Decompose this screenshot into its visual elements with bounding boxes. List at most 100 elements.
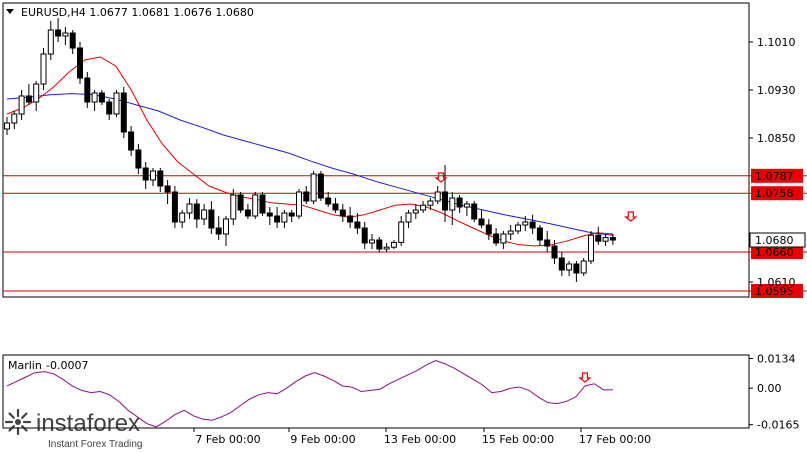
candle-bear [164,185,171,193]
candle-bear [573,263,580,274]
candle-bear [493,233,500,244]
candle-bull [296,191,302,217]
candle-bull [4,122,10,130]
candle-bull [427,200,434,206]
candle-bear [536,227,543,241]
candle-bull [150,170,156,181]
candle-bull [463,203,470,208]
marlin-line [6,359,613,428]
indicator-tick-label: -0.0165 [757,419,799,432]
ma-blue-line [6,93,613,236]
candle-bear [157,170,164,187]
candle-bull [223,218,229,235]
level-label: 1.0758 [755,187,794,200]
candle-bear [595,234,602,242]
candle-bear [478,218,485,226]
instaforex-icon [4,408,32,436]
candle-bear [142,167,149,181]
candle-bear [55,29,62,37]
candle-bear [69,32,76,49]
y-tick-label: 1.1010 [757,36,796,49]
candle-bear [77,47,83,79]
candle-bull [230,194,237,220]
candle-bull [186,203,193,214]
candle-bear [317,173,324,199]
candle-bear [25,95,32,103]
candle-bear [325,197,332,205]
candle-bear [244,209,251,217]
candle-bull [412,209,419,214]
candle-bear [544,239,551,247]
candle-bear [288,212,295,217]
watermark-tagline: Instant Forex Trading [48,439,143,450]
indicator-tick-label: 0.00 [757,382,782,395]
candle-bull [522,221,529,226]
candle-bull [566,263,573,271]
ma-red-line [6,56,613,247]
candle-bull [281,212,288,223]
candle-bull [580,260,587,274]
x-tick-label: 17 Feb 00:00 [579,433,651,446]
candle-bear [259,194,266,214]
candle-bull [113,92,120,115]
candle-bear [354,221,361,229]
y-tick-label: 1.0850 [757,132,796,145]
candle-bear [106,101,113,115]
candle-bull [252,194,259,217]
candle-bear [339,209,346,217]
x-tick-label: 13 Feb 00:00 [384,433,456,446]
candle-bull [383,246,390,250]
chart-header: EURUSD,H4 1.0677 1.0681 1.0676 1.0680 [21,6,254,19]
candle-bull [390,241,397,248]
current-price-label: 1.0680 [755,234,794,247]
indicator-name: Marlin [8,359,42,372]
candle-bear [237,194,244,211]
watermark-brand: instaforex [36,410,140,437]
x-tick-label: 15 Feb 00:00 [482,433,554,446]
y-tick-label: 1.0610 [757,276,796,289]
candle-bull [449,197,456,211]
candle-bull [18,95,25,115]
candle-bear [529,221,536,229]
candle-bear [471,203,478,220]
level-label-bg [751,245,803,259]
candle-bull [91,92,98,103]
axis-labels: 1.0787 1.0758 1.0660 1.0595 1.1010 1.0930 1.08… [193,36,806,446]
candle-bear [98,92,105,103]
candle-bull [47,29,54,55]
indicator-value: -0.0007 [46,359,88,372]
candle-bear [266,212,273,217]
candle-bear [128,131,135,151]
candle-bear [84,77,91,103]
candle-bull [201,209,208,220]
price-levels [3,175,807,292]
candle-bear [303,191,310,202]
candle-bull [310,173,317,202]
collapse-triangle-icon[interactable] [6,9,14,14]
candle-bull [602,237,609,242]
candle-bull [11,113,18,124]
candle-bear [376,239,383,250]
candle-bear [485,224,492,235]
candle-bull [507,230,514,235]
candle-bull [500,233,507,244]
instaforex-logo: instaforex Instant Forex Trading [4,408,143,450]
candle-bear [551,245,558,259]
candle-bear [215,227,222,235]
candle-bull [434,191,441,202]
level-label-bg [751,168,803,183]
candle-bull [588,234,594,262]
level-label-bg [751,284,803,298]
candle-bull [405,212,412,223]
candle-bull [420,204,427,211]
candle-bear [609,237,616,241]
x-tick-label: 9 Feb 00:00 [290,433,355,446]
candle-bear [135,149,142,169]
candle-bull [515,224,521,232]
candle-bear [558,257,565,271]
candle-bull [398,221,405,243]
down-arrow-icon [624,211,638,222]
down-arrow-icon [578,372,592,383]
candle-bear [456,197,463,208]
